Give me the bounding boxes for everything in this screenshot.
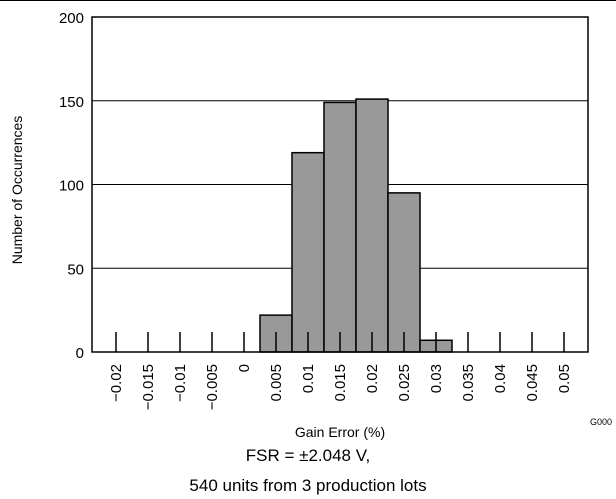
x-tick-label: 0.02 xyxy=(364,364,381,393)
y-tick-label: 50 xyxy=(67,261,84,278)
bars xyxy=(259,98,453,353)
units-note: 540 units from 3 production lots xyxy=(189,476,427,495)
x-tick-label: 0 xyxy=(236,364,253,372)
y-tick-label: 0 xyxy=(76,345,84,362)
x-tick-label: 0.045 xyxy=(524,364,541,402)
x-tick-labels: −0.02 −0.015 −0.01 −0.005 0 0.005 0.01 0.015 0.0… xyxy=(108,364,573,410)
y-tick-label: 150 xyxy=(59,94,84,111)
x-ticks xyxy=(115,332,565,352)
histogram-chart: 0 50 100 150 200 −0.02 −0.015 −0.01 −0.005 0 0.00… xyxy=(9,10,612,440)
bar xyxy=(323,101,357,353)
y-tick-labels: 0 50 100 150 200 xyxy=(59,10,84,362)
fsr-note: FSR = ±2.048 V, xyxy=(245,446,371,465)
top-rule xyxy=(0,0,616,1)
x-tick-label: 0.015 xyxy=(332,364,349,402)
bar xyxy=(291,151,325,353)
bar xyxy=(387,192,421,353)
x-tick-label: −0.005 xyxy=(204,364,221,410)
x-tick-label: 0.04 xyxy=(492,364,509,393)
y-tick-label: 200 xyxy=(59,10,84,27)
plot-frame xyxy=(91,16,589,353)
x-tick-label: 0.005 xyxy=(268,364,285,402)
x-tick-label: 0.05 xyxy=(556,364,573,393)
x-tick-label: 0.01 xyxy=(300,364,317,393)
x-axis-label: Gain Error (%) xyxy=(295,424,385,440)
x-tick-label: 0.035 xyxy=(460,364,477,402)
y-tick-label: 100 xyxy=(59,178,84,195)
graph-id: G000 xyxy=(590,417,612,427)
bar xyxy=(355,98,389,353)
x-tick-label: 0.025 xyxy=(396,364,413,402)
x-tick-label: −0.01 xyxy=(172,364,189,402)
x-tick-label: 0.03 xyxy=(428,364,445,393)
x-tick-label: −0.015 xyxy=(140,364,157,410)
y-axis-label: Number of Occurrences xyxy=(9,116,25,265)
x-tick-label: −0.02 xyxy=(108,364,125,402)
